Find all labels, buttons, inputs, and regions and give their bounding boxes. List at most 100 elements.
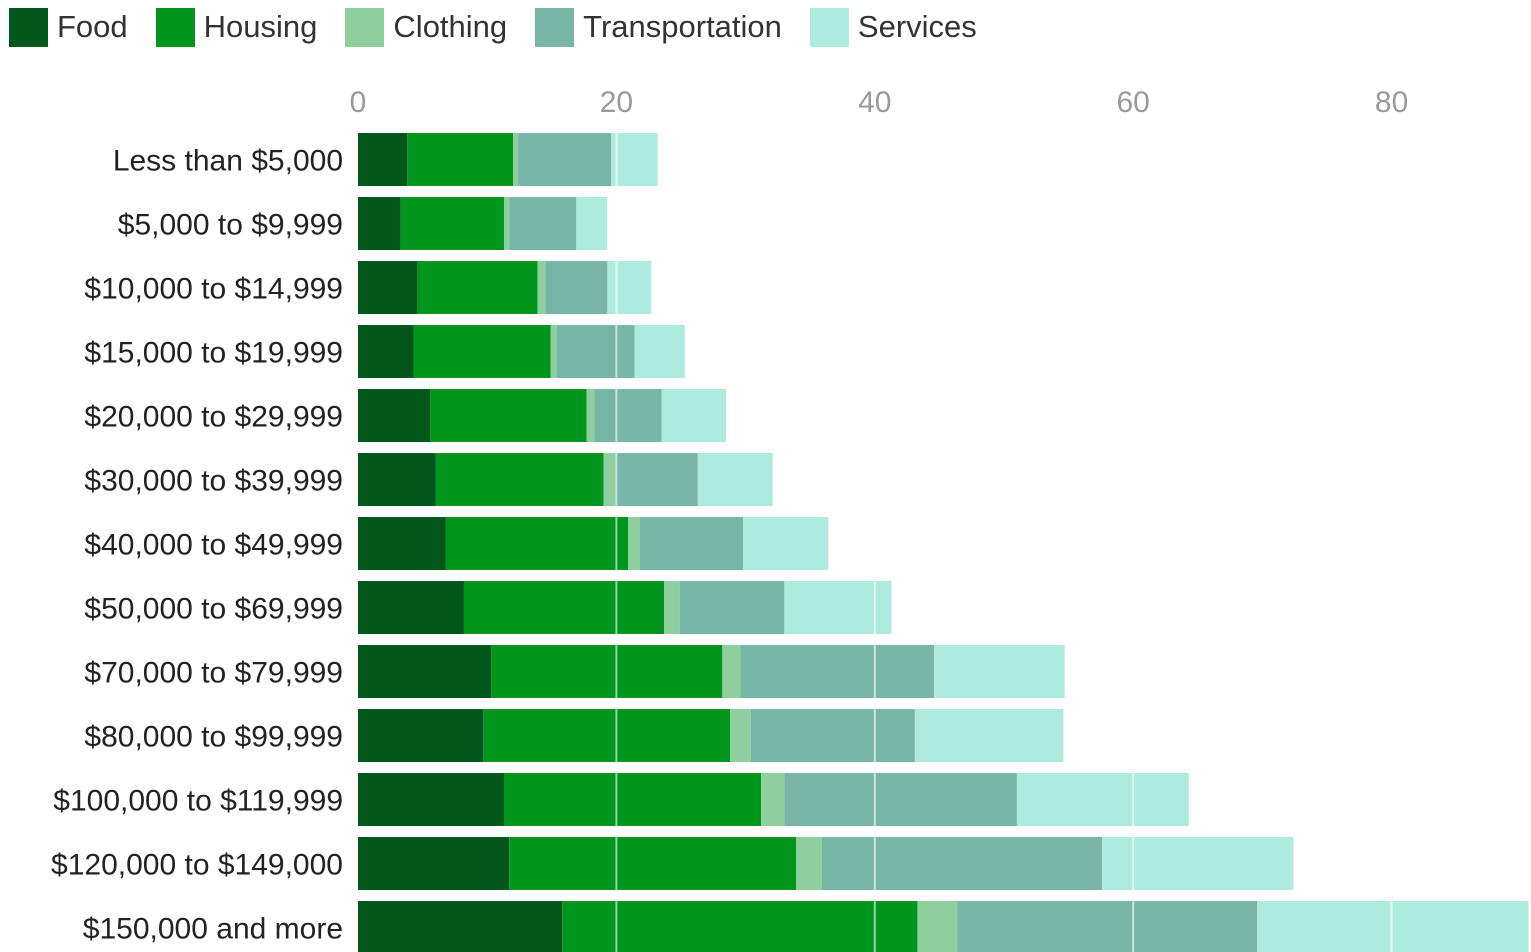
bar-segment-clothing bbox=[550, 325, 557, 378]
category-label: $80,000 to $99,999 bbox=[84, 721, 343, 754]
bar-segment-clothing bbox=[730, 709, 751, 762]
legend-label: Clothing bbox=[393, 9, 508, 44]
bar-segment-housing bbox=[417, 261, 538, 314]
legend-swatch-services bbox=[809, 7, 849, 47]
legend-swatch-housing bbox=[155, 7, 195, 47]
bar-segment-clothing bbox=[795, 837, 822, 890]
bar-segment-transportation bbox=[679, 581, 785, 634]
bar-segment-clothing bbox=[722, 645, 741, 698]
bar-segment-housing bbox=[407, 133, 514, 186]
bar-segment-services bbox=[914, 709, 1064, 762]
bar-segment-transportation bbox=[556, 325, 635, 378]
bar-segment-housing bbox=[435, 453, 604, 506]
bar-segment-clothing bbox=[628, 517, 640, 570]
category-label: $150,000 and more bbox=[83, 913, 343, 946]
bar-segment-services bbox=[1016, 773, 1189, 826]
legend-item-clothing: Clothing bbox=[345, 7, 508, 47]
legend-item-transportation: Transportation bbox=[535, 7, 782, 47]
legend-label: Housing bbox=[203, 9, 318, 44]
bar-segment-transportation bbox=[957, 901, 1258, 952]
bar-segment-transportation bbox=[509, 197, 577, 250]
bar-segment-transportation bbox=[784, 773, 1017, 826]
x-tick-label: 80 bbox=[1375, 86, 1408, 119]
bar-segment-services bbox=[607, 261, 652, 314]
bar-segment-housing bbox=[463, 581, 665, 634]
bar-segment-services bbox=[784, 581, 892, 634]
category-label: $120,000 to $149,000 bbox=[51, 849, 343, 882]
bar-segment-housing bbox=[503, 773, 762, 826]
bar-segment-transportation bbox=[615, 453, 698, 506]
legend-item-housing: Housing bbox=[155, 7, 318, 47]
bar-segment-transportation bbox=[740, 645, 935, 698]
legend-label: Transportation bbox=[583, 9, 782, 44]
bar-segment-services bbox=[611, 133, 658, 186]
legend-item-services: Services bbox=[809, 7, 977, 47]
bar-segment-food bbox=[358, 133, 408, 186]
bar-segment-clothing bbox=[503, 197, 510, 250]
legend-swatch-food bbox=[9, 7, 48, 47]
bar-segment-food bbox=[358, 453, 436, 506]
bar-segment-clothing bbox=[603, 453, 616, 506]
bar-segment-transportation bbox=[750, 709, 915, 762]
bar-segment-food bbox=[358, 581, 464, 634]
legend-item-food: Food bbox=[9, 7, 128, 47]
bar-segment-transportation bbox=[545, 261, 608, 314]
bar-segment-housing bbox=[413, 325, 551, 378]
bar-segment-services bbox=[934, 645, 1065, 698]
bar-segment-clothing bbox=[664, 581, 680, 634]
category-label: $10,000 to $14,999 bbox=[84, 273, 343, 306]
x-tick-label: 20 bbox=[600, 86, 633, 119]
x-tick-label: 40 bbox=[858, 86, 891, 119]
bar-segment-housing bbox=[400, 197, 504, 250]
legend-swatch-clothing bbox=[345, 7, 385, 47]
bar-segment-food bbox=[358, 837, 510, 890]
x-tick-label: 0 bbox=[350, 86, 367, 119]
bar-segment-services bbox=[1257, 901, 1529, 952]
bar-segment-services bbox=[634, 325, 685, 378]
bar-segment-food bbox=[358, 197, 401, 250]
bar-segment-clothing bbox=[917, 901, 958, 952]
bar-segment-food bbox=[358, 645, 492, 698]
bar-segment-transportation bbox=[639, 517, 744, 570]
bar-segment-transportation bbox=[594, 389, 662, 442]
legend-label: Food bbox=[57, 9, 128, 44]
bar-segment-housing bbox=[491, 645, 723, 698]
bar-segment-food bbox=[358, 773, 504, 826]
bar-segment-food bbox=[358, 901, 563, 952]
category-label: $100,000 to $119,999 bbox=[53, 785, 343, 818]
bar-segment-housing bbox=[509, 837, 796, 890]
bar-segment-housing bbox=[562, 901, 918, 952]
legend-swatch-transportation bbox=[535, 7, 575, 47]
bar-segment-housing bbox=[430, 389, 587, 442]
bar-segment-food bbox=[358, 261, 418, 314]
bar-segment-services bbox=[697, 453, 773, 506]
category-label: Less than $5,000 bbox=[113, 145, 343, 178]
bar-segment-clothing bbox=[513, 133, 519, 186]
x-tick-label: 60 bbox=[1117, 86, 1150, 119]
category-label: $70,000 to $79,999 bbox=[84, 657, 343, 690]
category-label: $50,000 to $69,999 bbox=[84, 593, 343, 626]
category-label: $30,000 to $39,999 bbox=[84, 465, 343, 498]
bar-segment-services bbox=[661, 389, 727, 442]
bar-segment-clothing bbox=[586, 389, 595, 442]
category-label: $20,000 to $29,999 bbox=[84, 401, 343, 434]
bar-segment-food bbox=[358, 389, 431, 442]
bar-segment-transportation bbox=[821, 837, 1103, 890]
bar-segment-food bbox=[358, 709, 484, 762]
bar-segment-food bbox=[358, 325, 414, 378]
category-label: $15,000 to $19,999 bbox=[84, 337, 343, 370]
bar-segment-services bbox=[576, 197, 608, 250]
category-label: $5,000 to $9,999 bbox=[118, 209, 343, 242]
legend: Food Housing Clothing Transportation Service… bbox=[9, 7, 1005, 47]
bar-segment-transportation bbox=[518, 133, 612, 186]
category-label: $40,000 to $49,999 bbox=[84, 529, 343, 562]
bar-segment-food bbox=[358, 517, 446, 570]
bar-segment-services bbox=[1102, 837, 1294, 890]
legend-label: Services bbox=[857, 9, 977, 44]
bar-segment-services bbox=[743, 517, 829, 570]
bar-segment-clothing bbox=[537, 261, 546, 314]
bar-segment-housing bbox=[483, 709, 731, 762]
bar-segment-clothing bbox=[761, 773, 785, 826]
bar-segment-housing bbox=[445, 517, 629, 570]
